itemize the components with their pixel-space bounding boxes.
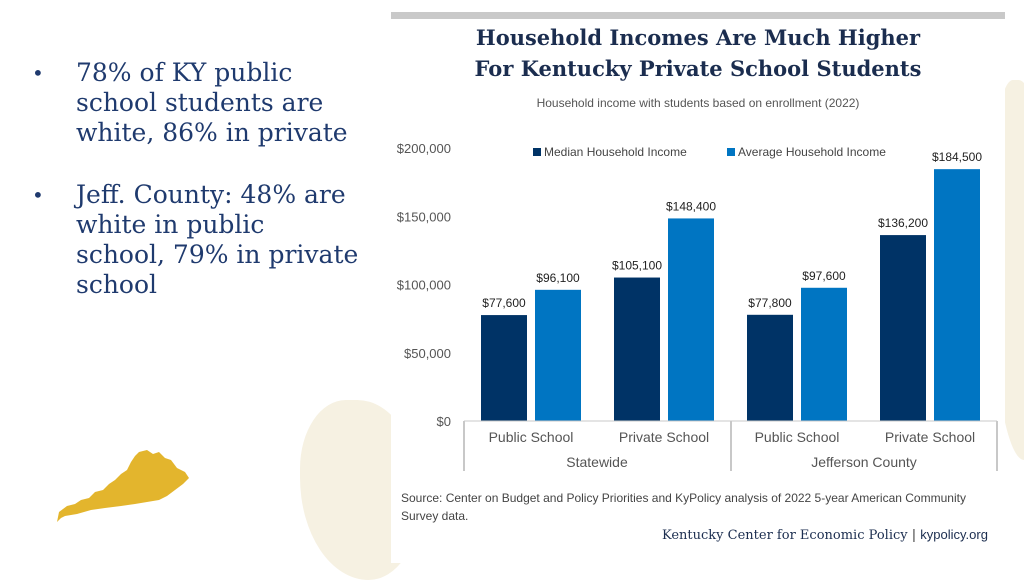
x-tick-label: Public School bbox=[755, 429, 840, 445]
panel-top-bar bbox=[391, 12, 1005, 19]
bar bbox=[747, 314, 793, 421]
y-tick-label: $200,000 bbox=[397, 141, 451, 156]
x-tick-label: Public School bbox=[489, 429, 574, 445]
bar bbox=[934, 169, 980, 421]
bar bbox=[535, 289, 581, 421]
data-label: $77,600 bbox=[482, 296, 526, 310]
bar bbox=[880, 235, 926, 421]
chart-legend: Median Household Income Average Household… bbox=[533, 145, 886, 159]
y-axis: $0 $50,000 $100,000 $150,000 $200,000 bbox=[397, 141, 451, 429]
chart-panel: Household Incomes Are Much Higher For Ke… bbox=[391, 12, 1005, 563]
bullet-item: • 78% of KY public school students are w… bbox=[30, 58, 360, 148]
x-tick-label: Private School bbox=[619, 429, 709, 445]
bars-group: $77,600 $96,100 $105,100 $148,400 $77,800 $97… bbox=[481, 150, 982, 421]
legend-label: Average Household Income bbox=[738, 145, 886, 159]
bullet-dot: • bbox=[32, 183, 44, 207]
y-tick-label: $50,000 bbox=[404, 346, 451, 361]
data-label: $136,200 bbox=[878, 216, 928, 230]
data-label: $77,800 bbox=[748, 296, 792, 310]
chart-subtitle: Household income with students based on … bbox=[536, 96, 860, 110]
data-label: $96,100 bbox=[536, 271, 580, 285]
x-group-label: Statewide bbox=[566, 454, 628, 470]
bar bbox=[668, 218, 714, 421]
brand-name: Kentucky Center for Economic Policy bbox=[662, 528, 908, 543]
bar bbox=[481, 315, 527, 421]
x-group-label: Jefferson County bbox=[811, 454, 917, 470]
source-note: Source: Center on Budget and Policy Prio… bbox=[401, 491, 966, 523]
brand-site: kypolicy.org bbox=[920, 527, 988, 542]
chart-title: Household Incomes Are Much Higher For Ke… bbox=[391, 22, 1005, 84]
data-label: $105,100 bbox=[612, 259, 662, 273]
bullet-item: • Jeff. County: 48% are white in public … bbox=[30, 180, 360, 300]
footer-brand: Kentucky Center for Economic Policy | ky… bbox=[662, 527, 988, 543]
bar bbox=[614, 277, 660, 421]
chart-title-line2: For Kentucky Private School Students bbox=[474, 56, 922, 81]
data-label: $97,600 bbox=[802, 269, 846, 283]
bullet-dot: • bbox=[32, 61, 44, 85]
y-tick-label: $0 bbox=[437, 414, 451, 429]
data-label: $184,500 bbox=[932, 150, 982, 164]
bullet-text: 78% of KY public school students are whi… bbox=[76, 58, 348, 147]
chart-title-line1: Household Incomes Are Much Higher bbox=[475, 25, 921, 50]
legend-swatch bbox=[727, 148, 735, 156]
kentucky-map-icon bbox=[57, 450, 189, 522]
x-axis: Public School Private School Public School… bbox=[463, 420, 998, 471]
bar bbox=[801, 287, 847, 421]
bar-chart: $0 $50,000 $100,000 $150,000 $200,000 Median… bbox=[397, 141, 998, 471]
data-label: $148,400 bbox=[666, 199, 716, 213]
x-tick-label: Private School bbox=[885, 429, 975, 445]
legend-swatch bbox=[533, 148, 541, 156]
bullet-list: • 78% of KY public school students are w… bbox=[30, 58, 360, 332]
y-tick-label: $150,000 bbox=[397, 209, 451, 224]
bullet-text: Jeff. County: 48% are white in public sc… bbox=[76, 180, 359, 299]
brand-separator: | bbox=[911, 528, 917, 543]
y-tick-label: $100,000 bbox=[397, 278, 451, 293]
legend-label: Median Household Income bbox=[544, 145, 687, 159]
